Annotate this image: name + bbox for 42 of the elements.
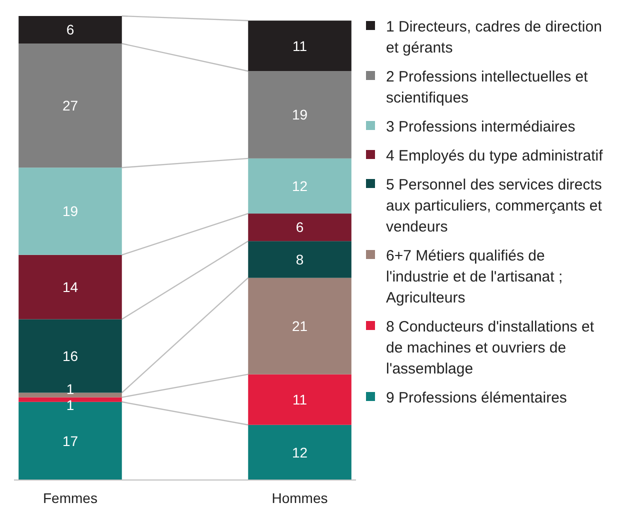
- legend-label: 6+7 Métiers qualifiés de l'industrie et de l'artisanat ; Agriculteurs: [386, 247, 563, 306]
- legend-label: 2 Professions intellectuelles et scientifiques: [386, 68, 589, 106]
- legend-label: 9 Professions élémentaires: [386, 389, 567, 406]
- bar: [248, 158, 352, 214]
- bar: [18, 319, 122, 393]
- legend-label: 5 Personnel des services directs aux particuliers, commerçants et vendeurs: [386, 176, 603, 236]
- bar: [248, 424, 352, 480]
- data-label: 16: [62, 348, 78, 364]
- data-label: 19: [62, 203, 78, 220]
- data-label: 14: [62, 278, 78, 295]
- bar: [248, 20, 352, 72]
- legend-label: 8 Conducteurs d'installations et de machines et ouvriers de l'assemblage: [386, 318, 595, 378]
- bar: [248, 374, 352, 425]
- bar: [18, 402, 122, 480]
- bar: [18, 168, 122, 255]
- data-label: 21: [292, 318, 308, 334]
- data-label: 1: [66, 381, 74, 398]
- bar: [18, 392, 122, 398]
- data-label: 27: [62, 97, 78, 114]
- bar: [248, 241, 352, 278]
- data-label: 6: [66, 22, 74, 38]
- x-tick-label: Hommes: [272, 490, 328, 506]
- data-label: 11: [292, 392, 308, 408]
- legend-label: 1 Directeurs, cadres de direction et gérants: [386, 18, 602, 56]
- legend-label: 4 Employés du type administratif: [386, 147, 604, 164]
- bar: [248, 71, 352, 158]
- data-label: 12: [292, 444, 308, 460]
- bar: [18, 44, 122, 168]
- bar: [18, 16, 122, 44]
- bar: [18, 397, 122, 402]
- data-label: 1: [66, 397, 74, 414]
- x-tick-label: Femmes: [43, 490, 98, 506]
- data-label: 19: [292, 106, 308, 123]
- data-label: 12: [292, 178, 308, 194]
- bar: [18, 254, 122, 320]
- data-label: 17: [62, 432, 78, 449]
- data-label: 6: [296, 219, 304, 236]
- bar: [248, 214, 352, 242]
- data-label: 8: [296, 251, 304, 268]
- bar: [248, 278, 352, 374]
- data-label: 11: [292, 38, 308, 54]
- legend-label: 3 Professions intermédiaires: [386, 118, 576, 136]
